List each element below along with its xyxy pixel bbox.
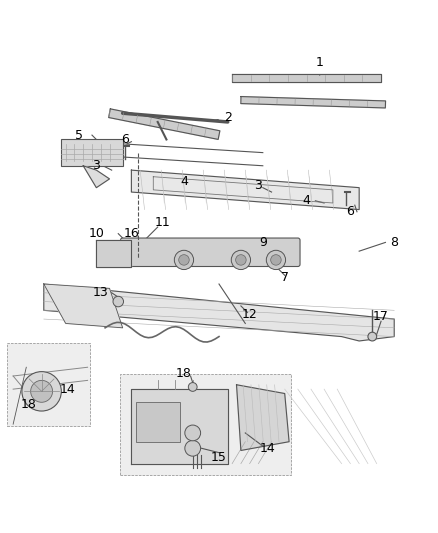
Circle shape [236, 255, 246, 265]
Circle shape [266, 251, 286, 270]
FancyBboxPatch shape [120, 374, 291, 474]
Text: 4: 4 [303, 195, 311, 207]
Polygon shape [237, 385, 289, 450]
Polygon shape [241, 96, 385, 108]
Text: 1: 1 [316, 56, 324, 75]
Circle shape [22, 372, 61, 411]
Circle shape [31, 381, 53, 402]
Text: 11: 11 [154, 216, 170, 229]
Polygon shape [44, 284, 123, 328]
Text: 16: 16 [124, 227, 139, 240]
Text: 6: 6 [121, 133, 129, 146]
Text: 15: 15 [211, 450, 227, 464]
Circle shape [231, 251, 251, 270]
Circle shape [113, 296, 124, 307]
Text: 17: 17 [373, 310, 389, 324]
Text: 9: 9 [259, 236, 267, 249]
Text: 14: 14 [60, 383, 76, 395]
Circle shape [271, 255, 281, 265]
FancyBboxPatch shape [120, 238, 300, 266]
Text: 6: 6 [346, 205, 354, 218]
Circle shape [185, 440, 201, 456]
Bar [136, 402, 180, 442]
Text: 8: 8 [390, 236, 398, 249]
Polygon shape [109, 109, 220, 140]
Text: 3: 3 [92, 159, 100, 172]
Text: 10: 10 [88, 227, 104, 240]
Text: 18: 18 [176, 367, 192, 381]
Text: 2: 2 [208, 111, 232, 124]
Text: 14: 14 [259, 442, 275, 455]
Polygon shape [131, 389, 228, 464]
Polygon shape [232, 74, 381, 82]
Polygon shape [83, 166, 110, 188]
Text: 4: 4 [180, 175, 188, 188]
Text: 13: 13 [93, 286, 109, 300]
Polygon shape [131, 170, 359, 209]
Circle shape [188, 383, 197, 391]
Text: 12: 12 [242, 308, 258, 321]
FancyBboxPatch shape [7, 343, 90, 426]
Polygon shape [44, 284, 394, 341]
Text: 7: 7 [281, 271, 289, 284]
FancyBboxPatch shape [61, 140, 123, 166]
Text: 3: 3 [254, 179, 262, 192]
Circle shape [368, 332, 377, 341]
Circle shape [174, 251, 194, 270]
Text: 5: 5 [75, 128, 83, 142]
Circle shape [185, 425, 201, 441]
Circle shape [179, 255, 189, 265]
Polygon shape [96, 240, 131, 266]
Text: 18: 18 [21, 398, 36, 411]
